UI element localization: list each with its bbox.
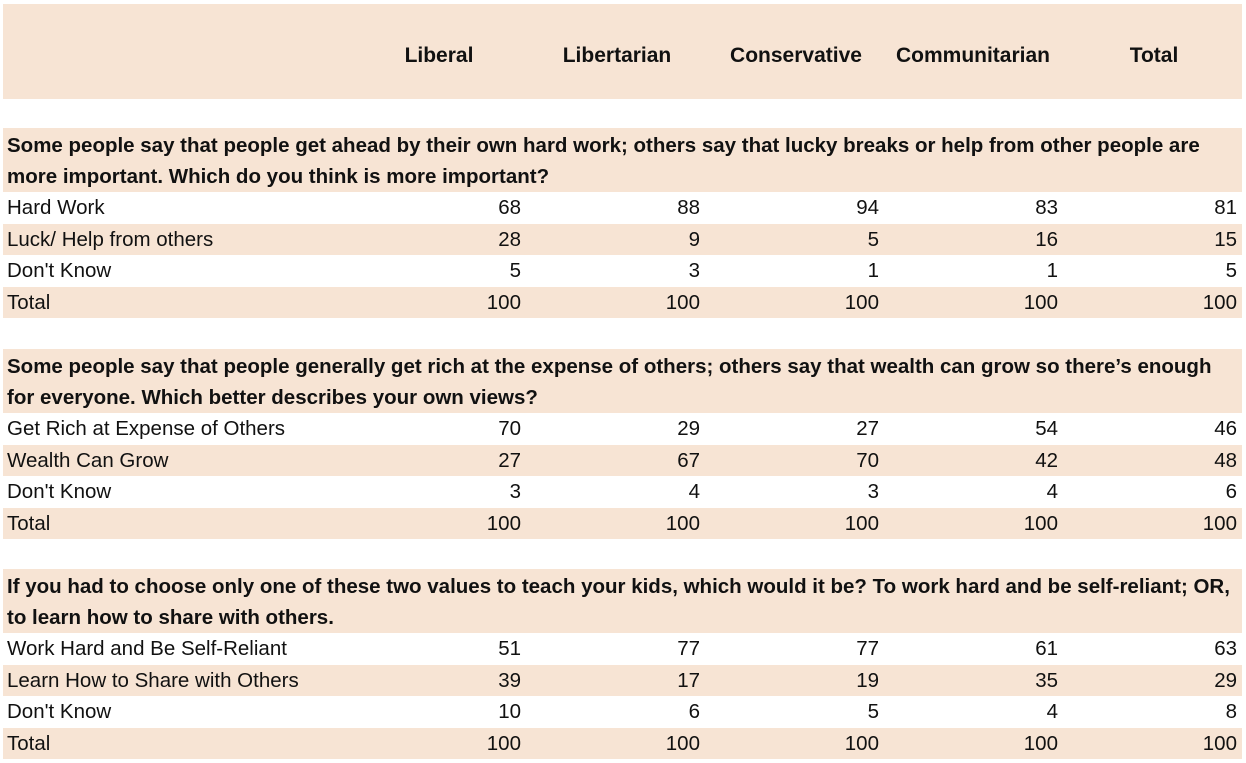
- cell-communitarian: 61: [1035, 637, 1058, 660]
- cell-total: 48: [1214, 448, 1237, 472]
- section-teach-kids-values: If you had to choose only one of these t…: [3, 569, 1242, 759]
- cell-communitarian: 35: [1035, 668, 1058, 692]
- cell-communitarian: 1: [1046, 259, 1058, 282]
- table-row: Learn How to Share with Others 39 17 19 …: [3, 664, 1242, 696]
- cell-total: 46: [1214, 417, 1237, 440]
- table-row-total: Total 100 100 100 100 100: [3, 507, 1242, 539]
- row-label: Don't Know: [7, 480, 112, 503]
- row-label: Wealth Can Grow: [7, 448, 169, 472]
- cell-conservative: 5: [867, 700, 879, 723]
- row-label: Total: [7, 290, 51, 314]
- cell-total: 100: [1202, 731, 1237, 755]
- table-row: Don't Know 3 4 3 4 6: [3, 476, 1242, 508]
- cell-liberal: 28: [498, 227, 521, 251]
- cell-conservative: 100: [844, 731, 879, 755]
- cell-libertarian: 17: [677, 668, 700, 692]
- cell-liberal: 27: [498, 448, 521, 472]
- cell-conservative: 3: [867, 480, 879, 503]
- cell-total: 6: [1225, 480, 1237, 503]
- section-hard-work-vs-luck: Some people say that people get ahead by…: [3, 128, 1242, 318]
- question-text: If you had to choose only one of these t…: [3, 569, 1242, 633]
- question-text: Some people say that people generally ge…: [3, 349, 1242, 413]
- cell-total: 100: [1202, 511, 1237, 535]
- cell-libertarian: 9: [688, 227, 700, 251]
- row-label: Total: [7, 731, 51, 755]
- row-label: Learn How to Share with Others: [7, 668, 299, 692]
- cell-communitarian: 54: [1035, 417, 1058, 440]
- cell-conservative: 1: [867, 259, 879, 282]
- cell-total: 63: [1214, 637, 1237, 660]
- cell-communitarian: 100: [1023, 731, 1058, 755]
- cell-liberal: 51: [498, 637, 521, 660]
- section-get-rich-vs-wealth-grows: Some people say that people generally ge…: [3, 349, 1242, 539]
- column-header-band: Liberal Libertarian Conservative Communi…: [3, 4, 1242, 99]
- row-label: Work Hard and Be Self-Reliant: [7, 637, 287, 660]
- question-text: Some people say that people get ahead by…: [3, 128, 1242, 192]
- row-label: Get Rich at Expense of Others: [7, 417, 286, 440]
- cell-libertarian: 77: [677, 637, 700, 660]
- cell-total: 29: [1214, 668, 1237, 692]
- cell-total: 8: [1225, 700, 1237, 723]
- cell-conservative: 5: [867, 227, 879, 251]
- cell-total: 81: [1214, 196, 1237, 219]
- row-label: Don't Know: [7, 700, 112, 723]
- cell-liberal: 100: [486, 731, 521, 755]
- table-row-total: Total 100 100 100 100 100: [3, 286, 1242, 318]
- cell-conservative: 70: [856, 448, 879, 472]
- table-row: Get Rich at Expense of Others 70 29 27 5…: [3, 413, 1242, 445]
- cell-total: 100: [1202, 290, 1237, 314]
- column-header-conservative: Conservative: [730, 44, 862, 67]
- cell-conservative: 100: [844, 290, 879, 314]
- cell-liberal: 100: [486, 290, 521, 314]
- cell-communitarian: 4: [1046, 480, 1058, 503]
- row-label: Total: [7, 511, 51, 535]
- column-header-liberal: Liberal: [404, 44, 474, 67]
- cell-libertarian: 67: [677, 448, 700, 472]
- cell-liberal: 70: [498, 417, 521, 440]
- cell-libertarian: 88: [677, 196, 700, 219]
- cell-conservative: 27: [856, 417, 879, 440]
- cell-liberal: 10: [498, 700, 521, 723]
- cell-communitarian: 100: [1023, 290, 1058, 314]
- cell-communitarian: 16: [1035, 227, 1058, 251]
- cell-libertarian: 6: [688, 700, 700, 723]
- cell-liberal: 100: [486, 511, 521, 535]
- table-row: Don't Know 5 3 1 1 5: [3, 255, 1242, 287]
- row-label: Don't Know: [7, 259, 112, 282]
- cell-liberal: 5: [509, 259, 521, 282]
- cell-liberal: 39: [498, 668, 521, 692]
- table-row: Hard Work 68 88 94 83 81: [3, 192, 1242, 224]
- table-row: Don't Know 10 6 5 4 8: [3, 696, 1242, 728]
- cell-conservative: 100: [844, 511, 879, 535]
- cell-libertarian: 100: [665, 731, 700, 755]
- cell-libertarian: 100: [665, 290, 700, 314]
- column-header-total: Total: [1129, 44, 1179, 67]
- row-label: Hard Work: [7, 196, 105, 219]
- cell-total: 5: [1225, 259, 1237, 282]
- cell-libertarian: 3: [688, 259, 700, 282]
- cell-communitarian: 42: [1035, 448, 1058, 472]
- cell-communitarian: 4: [1046, 700, 1058, 723]
- cell-communitarian: 83: [1035, 196, 1058, 219]
- table-row: Luck/ Help from others 28 9 5 16 15: [3, 223, 1242, 255]
- cell-conservative: 19: [856, 668, 879, 692]
- cell-communitarian: 100: [1023, 511, 1058, 535]
- column-header-libertarian: Libertarian: [562, 44, 672, 67]
- cell-libertarian: 4: [688, 480, 700, 503]
- table-row-total: Total 100 100 100 100 100: [3, 727, 1242, 759]
- column-header-communitarian: Communitarian: [895, 44, 1050, 67]
- table-row: Wealth Can Grow 27 67 70 42 48: [3, 444, 1242, 476]
- cell-liberal: 3: [509, 480, 521, 503]
- row-label: Luck/ Help from others: [7, 227, 214, 251]
- cell-total: 15: [1214, 227, 1237, 251]
- cell-liberal: 68: [498, 196, 521, 219]
- table-row: Work Hard and Be Self-Reliant 51 77 77 6…: [3, 633, 1242, 665]
- cell-conservative: 77: [856, 637, 879, 660]
- cell-libertarian: 100: [665, 511, 700, 535]
- cell-libertarian: 29: [677, 417, 700, 440]
- cell-conservative: 94: [856, 196, 879, 219]
